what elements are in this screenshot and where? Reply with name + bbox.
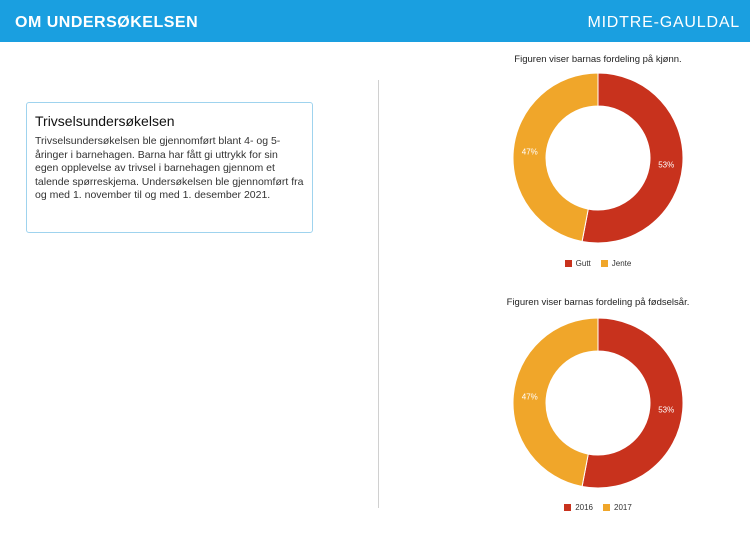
legend-item: 2017 (603, 503, 632, 512)
header-bar: OM UNDERSØKELSEN MIDTRE-GAULDAL (0, 0, 750, 42)
legend-label: 2017 (614, 503, 632, 512)
chart-legend: Gutt Jente (478, 259, 718, 268)
chart-title: Figuren viser barnas fordeling på kjønn. (514, 54, 682, 65)
donut-svg: 53% 47% (512, 317, 684, 489)
slice-label: 53% (658, 405, 674, 414)
legend-swatch (603, 504, 610, 511)
legend-swatch (600, 260, 608, 267)
legend-item: 2016 (564, 503, 593, 512)
slice-label: 47% (522, 393, 538, 402)
donut-slice-2016 (581, 317, 684, 489)
page-title: OM UNDERSØKELSEN (15, 14, 199, 31)
legend-item: Gutt (564, 259, 591, 268)
slice-label: 53% (658, 160, 674, 169)
region-name: MIDTRE-GAULDAL (587, 14, 740, 31)
birthyear-donut-chart: Figuren viser barnas fordeling på fødsel… (478, 297, 718, 522)
legend-item: Jente (600, 259, 632, 268)
legend-label: Gutt (575, 259, 591, 268)
info-body: Trivselsundersøkelsen ble gjennomført bl… (35, 135, 304, 202)
slice-label: 47% (522, 148, 538, 157)
divider (378, 80, 379, 508)
info-box: Trivselsundersøkelsen Trivselsundersøkel… (26, 102, 313, 233)
gender-donut-chart: Figuren viser barnas fordeling på kjønn.… (478, 54, 718, 274)
info-heading: Trivselsundersøkelsen (35, 113, 175, 129)
legend-swatch (564, 260, 572, 267)
legend-swatch (564, 504, 572, 511)
donut-svg: 53% 47% (512, 72, 684, 244)
chart-title: Figuren viser barnas fordeling på fødsel… (506, 297, 690, 308)
donut-slice-2017 (512, 317, 599, 488)
chart-legend: 2016 2017 (478, 503, 718, 512)
legend-label: 2016 (575, 503, 593, 512)
donut-slice-gutt (581, 72, 684, 244)
donut-slice-jente (512, 72, 599, 243)
legend-label: Jente (611, 259, 632, 268)
